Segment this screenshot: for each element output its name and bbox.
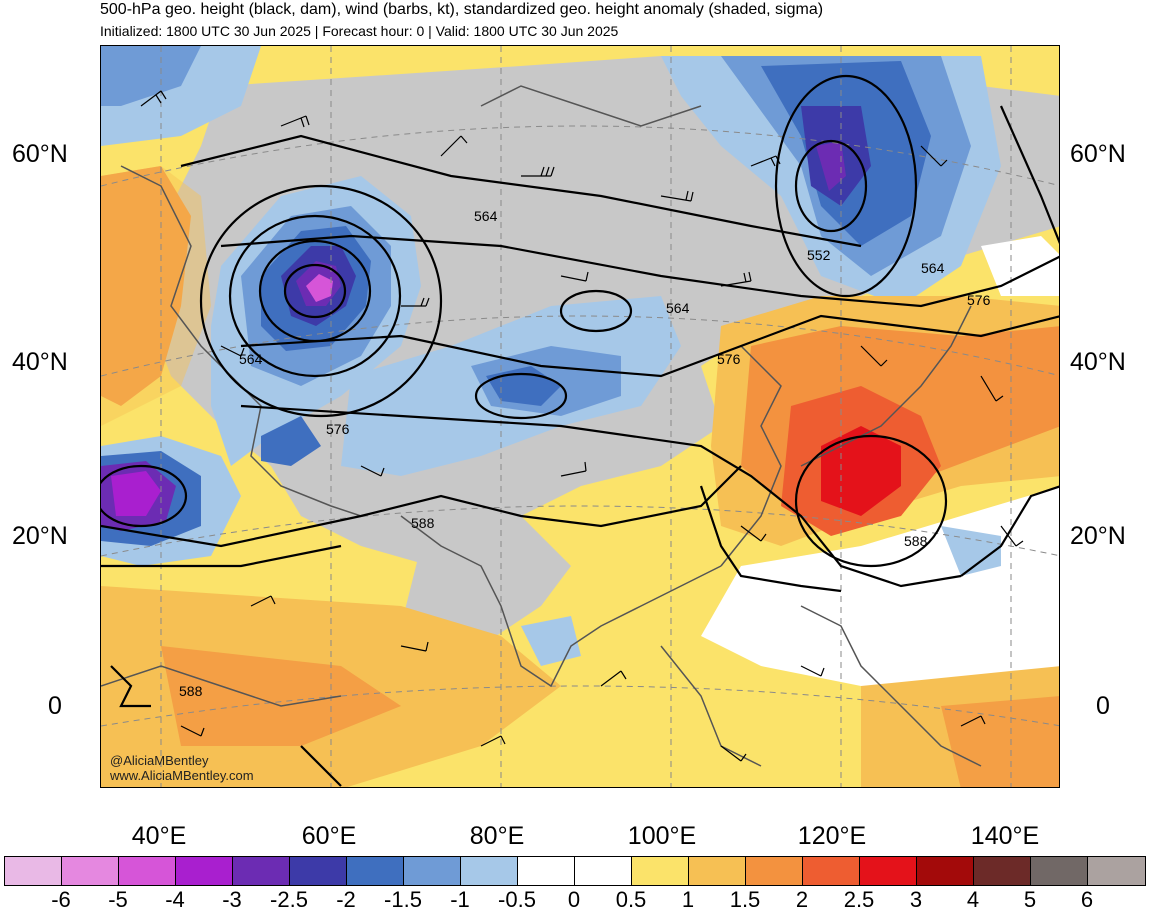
colorbar-swatch [860, 857, 917, 885]
colorbar-swatch [1088, 857, 1145, 885]
colorbar-tick-label: 2.5 [843, 887, 875, 912]
colorbar-tick-label: -6 [51, 887, 71, 912]
colorbar-tick-label: 4 [966, 887, 980, 912]
lat-label-right: 40°N [1070, 348, 1126, 376]
colorbar-swatch [974, 857, 1031, 885]
contour-label: 588 [904, 533, 928, 549]
lon-label: 120°E [797, 822, 867, 850]
colorbar-swatch [461, 857, 518, 885]
map-canvas: 564 552 564 576 564 576 588 588 588 576 … [101, 46, 1059, 787]
height-contours [101, 74, 1059, 787]
colorbar-swatch [746, 857, 803, 885]
contour-label: 564 [239, 351, 263, 367]
colorbar-tick-label: 2 [795, 887, 809, 912]
colorbar-swatch [689, 857, 746, 885]
colorbar-swatch [347, 857, 404, 885]
contour-label: 576 [326, 421, 350, 437]
colorbar-swatch [62, 857, 119, 885]
contour-label: 552 [807, 247, 831, 263]
colorbar-tick-label: -1 [450, 887, 470, 912]
colorbar-tick-label: -2.5 [270, 887, 308, 912]
colorbar-swatch [1031, 857, 1088, 885]
lon-label: 140°E [970, 822, 1040, 850]
wind-barbs [140, 90, 1024, 762]
contour-label: 588 [179, 683, 203, 699]
colorbar-tick-label: -5 [108, 887, 128, 912]
colorbar-tick-label: 3 [909, 887, 923, 912]
colorbar-swatch [518, 857, 575, 885]
colorbar-swatch [119, 857, 176, 885]
contour-labels: 564 552 564 576 564 576 588 588 588 576 … [179, 208, 991, 699]
map-panel[interactable]: 564 552 564 576 564 576 588 588 588 576 … [100, 45, 1060, 788]
contour-label: 576 [717, 351, 741, 367]
contour-label: 564 [666, 300, 690, 316]
lat-label-left: 60°N [12, 140, 68, 168]
contour-label: 564 [474, 208, 498, 224]
colorbar-swatch [5, 857, 62, 885]
colorbar-tick-label: 1.5 [729, 887, 761, 912]
credit-website: www.AliciaMBentley.com [110, 768, 254, 783]
chart-title: 500-hPa geo. height (black, dam), wind (… [100, 1, 824, 18]
lon-label: 80°E [469, 822, 525, 850]
colorbar-swatch [233, 857, 290, 885]
lat-label-left: 20°N [12, 522, 68, 550]
lat-label-left: 0 [48, 692, 62, 720]
lon-label: 60°E [301, 822, 357, 850]
lat-label-left: 40°N [12, 348, 68, 376]
lat-label-right: 60°N [1070, 140, 1126, 168]
colorbar-tick-label: -2 [336, 887, 356, 912]
lat-label-right: 20°N [1070, 522, 1126, 550]
colorbar-tick-label: 0.5 [615, 887, 647, 912]
colorbar-swatch [290, 857, 347, 885]
contour-label: 588 [411, 515, 435, 531]
lon-label: 40°E [131, 822, 187, 850]
colorbar-swatch [917, 857, 974, 885]
chart-subtitle: Initialized: 1800 UTC 30 Jun 2025 | Fore… [100, 23, 619, 39]
colorbar-tick-label: 0 [567, 887, 581, 912]
lon-label: 100°E [627, 822, 697, 850]
anomaly-shading [101, 46, 1059, 787]
colorbar-tick-label: 5 [1023, 887, 1037, 912]
colorbar-tick-label: -4 [165, 887, 185, 912]
contour-label: 564 [921, 260, 945, 276]
lat-label-right: 0 [1096, 692, 1110, 720]
colorbar-tick-label: -0.5 [498, 887, 536, 912]
colorbar-swatch [803, 857, 860, 885]
colorbar-swatch [404, 857, 461, 885]
colorbar-swatch [632, 857, 689, 885]
colorbar-swatch [176, 857, 233, 885]
colorbar-tick-label: -1.5 [384, 887, 422, 912]
credit-handle: @AliciaMBentley [110, 753, 209, 768]
colorbar-swatch [575, 857, 632, 885]
colorbar [4, 856, 1146, 886]
colorbar-tick-label: 1 [681, 887, 695, 912]
colorbar-tick-label: 6 [1080, 887, 1094, 912]
colorbar-tick-label: -3 [222, 887, 242, 912]
contour-label: 576 [967, 292, 991, 308]
graticule [101, 46, 1059, 787]
